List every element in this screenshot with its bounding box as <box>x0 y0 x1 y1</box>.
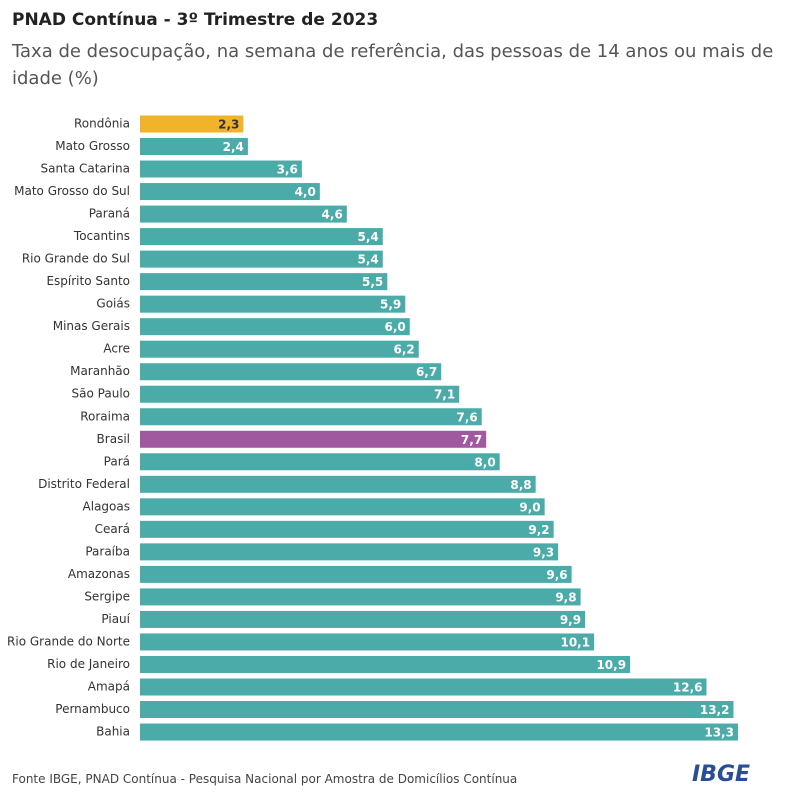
value-label: 6,7 <box>416 365 437 379</box>
bar <box>140 318 410 336</box>
bar <box>140 498 545 516</box>
bar <box>140 205 347 223</box>
value-label: 7,1 <box>434 388 455 402</box>
y-tick-label: Amazonas <box>68 567 130 581</box>
value-label: 5,4 <box>358 253 379 267</box>
y-tick-label: Mato Grosso do Sul <box>14 184 130 198</box>
y-tick-label: Espírito Santo <box>46 274 130 288</box>
value-label: 9,8 <box>555 590 576 604</box>
y-tick-label: Ceará <box>95 522 130 536</box>
y-tick-label: Piauí <box>101 612 130 626</box>
value-label: 13,3 <box>704 726 734 740</box>
bar <box>140 655 631 673</box>
bar <box>140 138 248 156</box>
value-label: 9,9 <box>560 613 581 627</box>
value-label: 9,0 <box>519 500 540 514</box>
source-note: Fonte IBGE, PNAD Contínua - Pesquisa Nac… <box>12 772 518 786</box>
value-label: 2,3 <box>218 118 239 132</box>
y-tick-label: São Paulo <box>72 387 130 401</box>
y-tick-label: Amapá <box>88 680 130 694</box>
y-tick-label: Santa Catarina <box>41 162 130 176</box>
y-tick-label: Paraíba <box>85 544 130 558</box>
value-label: 5,4 <box>358 230 379 244</box>
bar <box>140 701 734 719</box>
bar <box>140 363 442 381</box>
bar <box>140 250 383 268</box>
bar <box>140 633 595 651</box>
y-tick-label: Mato Grosso <box>55 139 130 153</box>
value-label: 3,6 <box>277 163 298 177</box>
y-tick-label: Minas Gerais <box>53 319 130 333</box>
bar <box>140 565 572 583</box>
bar <box>140 588 581 606</box>
y-tick-label: Roraima <box>80 409 130 423</box>
y-tick-label: Rio de Janeiro <box>47 657 130 671</box>
value-label: 12,6 <box>673 681 703 695</box>
bar <box>140 160 302 178</box>
bar <box>140 610 586 628</box>
y-tick-label: Paraná <box>89 207 130 221</box>
value-label: 9,6 <box>546 568 567 582</box>
value-label: 6,2 <box>393 343 414 357</box>
y-tick-label: Distrito Federal <box>38 477 130 491</box>
bar <box>140 228 383 246</box>
logo: IBGE <box>692 762 751 787</box>
value-label: 9,2 <box>528 523 549 537</box>
y-tick-label: Brasil <box>97 432 130 446</box>
bar <box>140 430 487 448</box>
value-label: 7,7 <box>461 433 482 447</box>
value-label: 2,4 <box>223 140 244 154</box>
y-tick-label: Sergipe <box>84 589 130 603</box>
value-label: 7,6 <box>456 410 477 424</box>
bar <box>140 723 738 741</box>
value-label: 5,5 <box>362 275 383 289</box>
y-tick-label: Alagoas <box>83 499 130 513</box>
bar <box>140 115 244 133</box>
y-tick-label: Bahia <box>96 725 130 739</box>
bar <box>140 678 707 696</box>
y-tick-label: Pará <box>104 454 130 468</box>
y-tick-label: Tocantins <box>73 229 130 243</box>
chart-subtitle: Taxa de desocupação, na semana de referê… <box>12 41 774 89</box>
y-tick-label: Goiás <box>96 297 130 311</box>
value-label: 4,6 <box>322 208 343 222</box>
y-tick-label: Pernambuco <box>55 702 130 716</box>
bar <box>140 408 482 426</box>
bar <box>140 543 559 561</box>
bar <box>140 385 460 403</box>
bar <box>140 340 419 358</box>
y-tick-label: Rio Grande do Norte <box>7 634 130 648</box>
bar <box>140 453 500 471</box>
value-label: 5,9 <box>380 298 401 312</box>
y-tick-label: Maranhão <box>70 364 130 378</box>
y-tick-label: Rondônia <box>74 117 130 131</box>
value-label: 4,0 <box>295 185 316 199</box>
y-tick-label: Acre <box>103 342 130 356</box>
value-label: 13,2 <box>700 703 730 717</box>
value-label: 10,9 <box>596 658 626 672</box>
value-label: 9,3 <box>533 545 554 559</box>
value-label: 8,0 <box>474 455 495 469</box>
bar <box>140 273 388 291</box>
bar <box>140 475 536 493</box>
value-label: 10,1 <box>560 635 590 649</box>
value-label: 8,8 <box>510 478 531 492</box>
bar <box>140 295 406 313</box>
y-tick-label: Rio Grande do Sul <box>22 252 130 266</box>
bar <box>140 183 320 201</box>
chart-title: PNAD Contínua - 3º Trimestre de 2023 <box>12 10 379 30</box>
value-label: 6,0 <box>384 320 405 334</box>
bar <box>140 520 554 538</box>
